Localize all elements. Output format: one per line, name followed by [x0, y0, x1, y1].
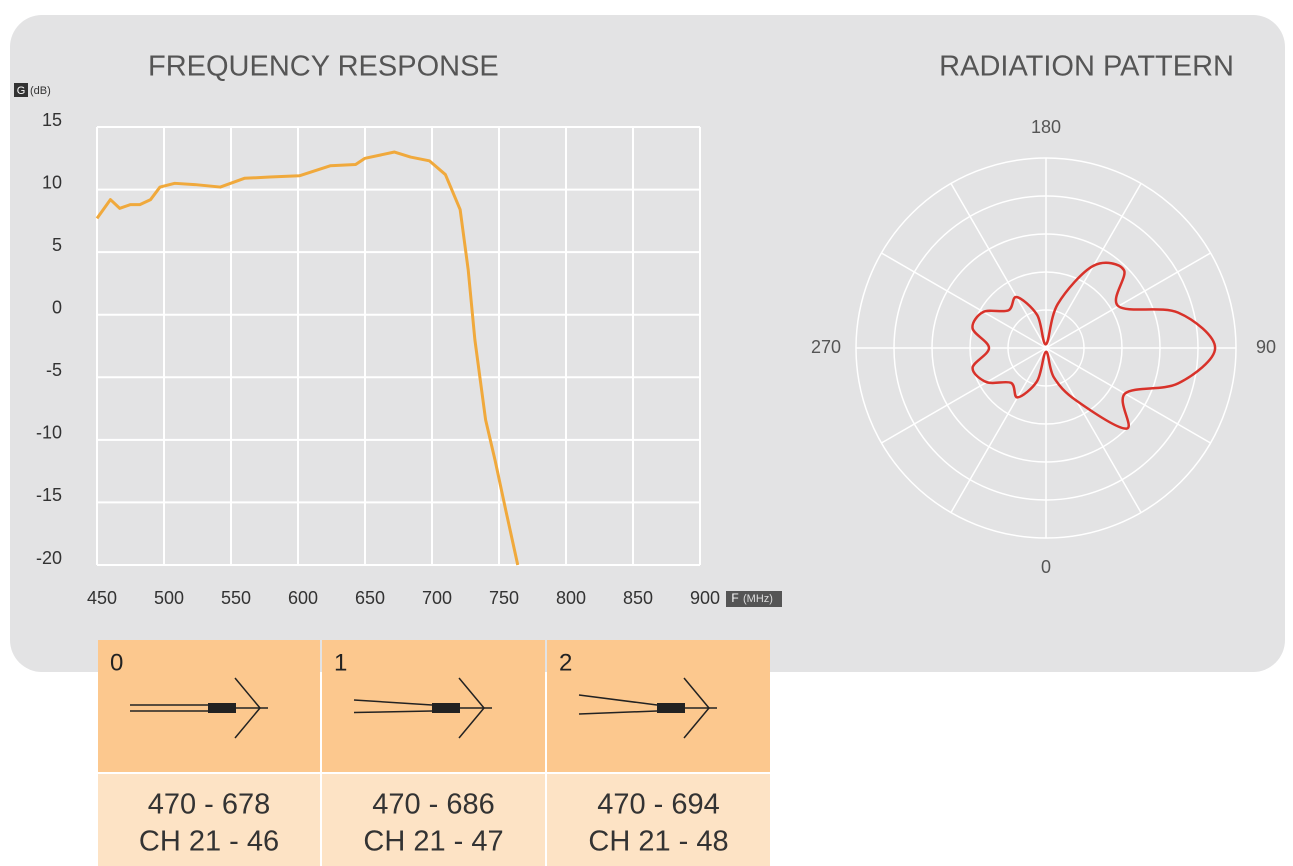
y-tick-label: -15	[36, 485, 62, 505]
x-label-symbol: F	[731, 591, 738, 605]
x-tick-label: 650	[355, 588, 385, 608]
spoke	[950, 347, 1047, 513]
icon	[234, 707, 261, 739]
y-tick-label: -20	[36, 548, 62, 568]
spoke	[1045, 347, 1211, 444]
icon	[353, 710, 433, 714]
chart-title: RADIATION PATTERN	[939, 51, 1234, 83]
cell-bottom	[322, 774, 545, 866]
y-label-symbol: G	[17, 85, 26, 97]
spoke	[1045, 347, 1142, 513]
spoke	[881, 347, 1047, 444]
icon	[657, 703, 685, 713]
y-tick-label: -10	[36, 423, 62, 443]
icon	[578, 710, 658, 715]
ring	[969, 271, 1123, 425]
y-tick-label: 5	[52, 235, 62, 255]
cell-bottom	[547, 774, 770, 866]
line	[95, 150, 520, 566]
x-tick-label: 850	[623, 588, 653, 608]
table-column: 2 470 - 694 CH 21 - 48	[547, 640, 770, 866]
ring	[931, 233, 1161, 463]
angle-label: 0	[1041, 557, 1051, 577]
x-tick-label: 550	[221, 588, 251, 608]
frequency-range: 470 - 686	[372, 789, 495, 821]
y-tick-label: 15	[42, 110, 62, 130]
x-tick-label: 750	[489, 588, 519, 608]
x-label-unit: (MHz)	[743, 593, 773, 605]
panel	[10, 15, 1285, 672]
table-column: 1 470 - 686 CH 21 - 47	[322, 640, 545, 866]
label-box	[726, 591, 782, 607]
icon	[683, 707, 710, 739]
angle-label: 90	[1256, 337, 1276, 357]
icon	[683, 677, 710, 709]
frequency-range: 470 - 694	[597, 789, 720, 821]
x-tick-label: 600	[288, 588, 318, 608]
spoke	[950, 183, 1047, 349]
x-tick-label: 450	[87, 588, 117, 608]
icon	[208, 703, 236, 713]
y-axis-label: G (dB)	[14, 83, 51, 97]
y-tick-label: 0	[52, 297, 62, 317]
y-tick-label: -5	[46, 360, 62, 380]
frequency-range: 470 - 678	[148, 789, 271, 821]
x-tick-label: 800	[556, 588, 586, 608]
pattern	[971, 261, 1217, 430]
ring	[1007, 309, 1085, 387]
table: 0 470 - 678 CH 21 - 46 1 470 - 686 CH 21 - 47…	[98, 640, 770, 866]
icon	[458, 677, 485, 709]
x-axis-label: F (MHz)	[726, 591, 782, 607]
spoke	[881, 252, 1047, 349]
x-tick-label: 500	[154, 588, 184, 608]
channel-range: CH 21 - 47	[363, 826, 503, 858]
chart-title: FREQUENCY RESPONSE	[148, 51, 499, 83]
x-tick-label: 900	[690, 588, 720, 608]
icon	[578, 694, 658, 706]
ring	[855, 157, 1237, 539]
y-label-unit: (dB)	[30, 85, 51, 97]
icon	[353, 699, 433, 706]
spoke	[1045, 252, 1211, 349]
channel-range: CH 21 - 46	[139, 826, 279, 858]
config-number: 0	[110, 649, 123, 676]
angle-label: 180	[1031, 117, 1061, 137]
label-box	[14, 83, 28, 97]
icon	[432, 703, 460, 713]
angle-label: 270	[811, 337, 841, 357]
config-number: 1	[334, 649, 347, 676]
x-tick-label: 700	[422, 588, 452, 608]
config-number: 2	[559, 649, 572, 676]
table-column: 0 470 - 678 CH 21 - 46	[98, 640, 320, 866]
channel-range: CH 21 - 48	[588, 826, 728, 858]
cell-bottom	[98, 774, 320, 866]
ring	[893, 195, 1199, 501]
y-tick-label: 10	[42, 172, 62, 192]
icon	[458, 707, 485, 739]
icon	[234, 677, 261, 709]
